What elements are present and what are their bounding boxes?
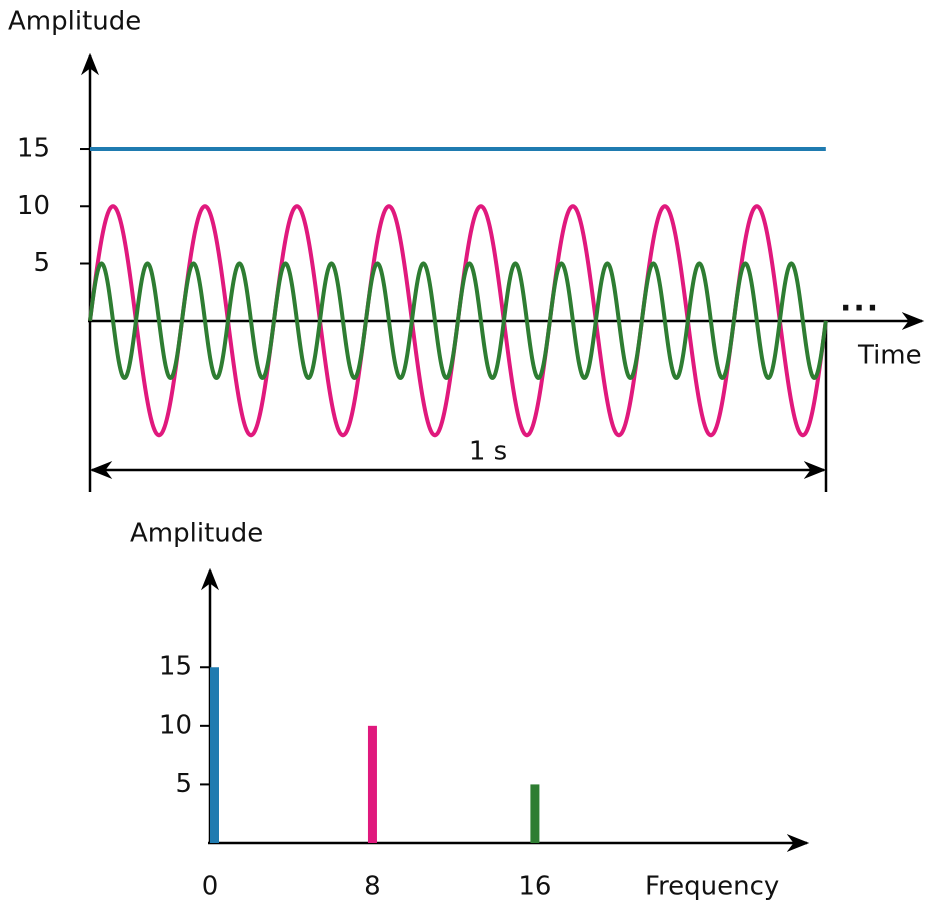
x-tick-label: 8 xyxy=(364,872,381,902)
y-tick-label: 15 xyxy=(17,134,50,164)
spectrum-bar xyxy=(530,784,540,843)
y-tick-label: 15 xyxy=(159,652,192,682)
x-axis-label: Frequency xyxy=(645,872,779,902)
y-axis-label: Amplitude xyxy=(130,519,263,549)
y-tick-label: 10 xyxy=(17,191,50,221)
y-tick-label: 5 xyxy=(33,248,50,278)
y-tick-label: 10 xyxy=(159,710,192,740)
waveform xyxy=(88,261,828,381)
spectrum-bar xyxy=(210,667,219,843)
continuation: ... xyxy=(840,284,880,319)
x-axis-label: Time xyxy=(857,341,922,371)
x-tick-label: 16 xyxy=(518,872,551,902)
spectrum-bar xyxy=(367,725,377,843)
y-axis-label: Amplitude xyxy=(8,7,141,37)
span-label: 1 s xyxy=(469,437,507,467)
y-tick-label: 5 xyxy=(175,769,192,799)
x-tick-label: 0 xyxy=(202,872,219,902)
